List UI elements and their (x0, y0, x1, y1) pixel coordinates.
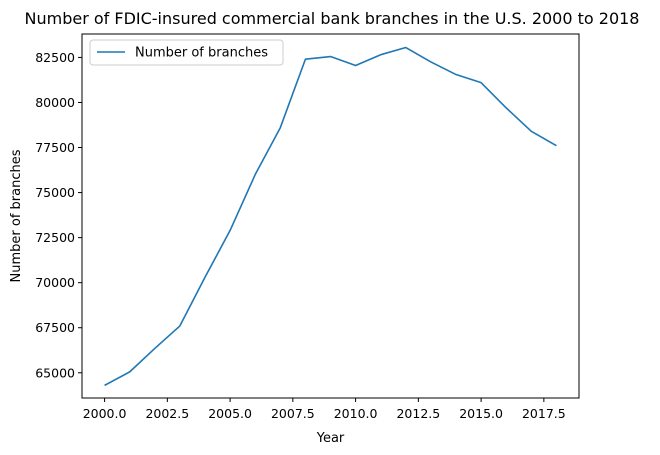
x-tick-label: 2005.0 (208, 406, 252, 421)
y-tick-label: 70000 (35, 275, 75, 290)
series-layer (104, 46, 557, 387)
plot-frame (81, 33, 580, 399)
series-line (104, 46, 557, 387)
x-tick-label: 2017.5 (522, 406, 566, 421)
y-tick-label: 80000 (35, 95, 75, 110)
x-tick-label: 2007.5 (271, 406, 315, 421)
x-tick-label: 2010.0 (334, 406, 378, 421)
x-axis-title: Year (316, 431, 345, 446)
y-tick-label: 77500 (35, 140, 75, 155)
x-tick-label: 2012.5 (396, 406, 440, 421)
legend: Number of branches (89, 39, 284, 66)
legend-label: Number of branches (135, 46, 268, 61)
y-tick-label: 82500 (35, 50, 75, 65)
x-axis: 2000.0 2002.5 2005.0 2007.5 2010.0 2012.5 2015… (83, 398, 566, 421)
y-tick-label: 75000 (35, 185, 75, 200)
legend-box (89, 39, 284, 66)
x-tick-label: 2002.5 (145, 406, 189, 421)
x-tick-label: 2000.0 (83, 406, 127, 421)
y-tick-label: 67500 (35, 320, 75, 335)
y-tick-label: 65000 (35, 365, 75, 380)
chart-title: Number of FDIC-insured commercial bank b… (25, 9, 640, 28)
x-tick-label: 2015.0 (459, 406, 503, 421)
y-axis-title: Number of branches (9, 149, 24, 282)
y-tick-label: 72500 (35, 230, 75, 245)
y-axis: 65000 67500 70000 72500 75000 77500 80000 82500 (35, 50, 82, 380)
